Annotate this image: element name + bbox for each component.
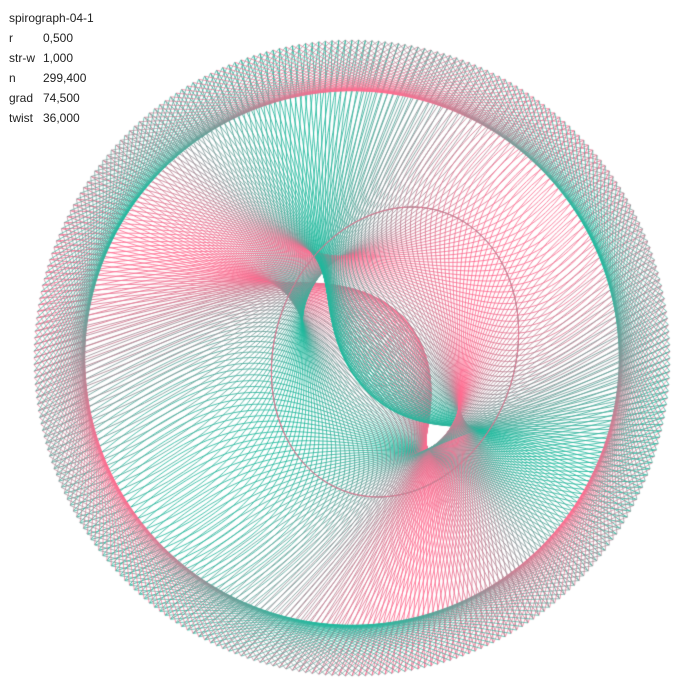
param-name-r: r xyxy=(9,31,13,45)
param-name-grad: grad xyxy=(9,91,34,105)
param-name-n: n xyxy=(9,71,16,85)
param-value-n: 299,400 xyxy=(43,71,87,85)
param-row-r: r 0,500 xyxy=(9,28,94,48)
param-value-grad: 74,500 xyxy=(43,91,80,105)
param-value-r: 0,500 xyxy=(43,31,74,45)
param-value-twist: 36,000 xyxy=(43,111,80,125)
param-row-grad: grad 74,500 xyxy=(9,88,94,108)
param-name-str-w: str-w xyxy=(9,51,35,65)
parameter-panel: spirograph-04-1 r 0,500 str-w 1,000 n 29… xyxy=(9,8,94,128)
param-row-str-w: str-w 1,000 xyxy=(9,48,94,68)
param-row-twist: twist 36,000 xyxy=(9,108,94,128)
sketch-title: spirograph-04-1 xyxy=(9,11,94,25)
param-value-str-w: 1,000 xyxy=(43,51,74,65)
param-row-n: n 299,400 xyxy=(9,68,94,88)
param-name-twist: twist xyxy=(9,111,33,125)
